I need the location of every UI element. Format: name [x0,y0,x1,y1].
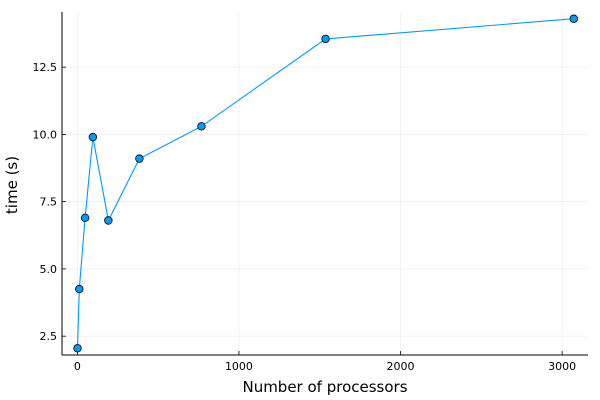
y-tick-label: 12.5 [33,61,58,74]
x-axis-title: Number of processors [242,378,407,396]
data-point [88,132,98,142]
data-point [104,216,113,225]
data-point [75,284,84,294]
series-group [73,14,578,353]
y-axis-title: time (s) [3,156,21,214]
data-point [73,344,82,353]
data-point [569,14,578,23]
x-tick-label: 2000 [387,360,415,373]
data-point [80,213,90,222]
axes [61,12,588,356]
x-tick-label: 0 [74,360,81,373]
y-tick-label: 2.5 [40,330,58,343]
data-point [135,154,144,163]
x-tick-label: 1000 [225,360,253,373]
x-tick-label: 3000 [548,360,576,373]
data-point [321,34,330,44]
tick-labels: 0 1000 2000 3000 2.5 5.0 7.5 10.0 12.5 [33,61,577,373]
y-tick-label: 10.0 [33,128,58,141]
grid-lines [62,12,588,355]
series-line [76,18,574,349]
data-point [197,122,206,131]
y-tick-label: 7.5 [40,196,58,209]
y-tick-label: 5.0 [40,263,58,276]
